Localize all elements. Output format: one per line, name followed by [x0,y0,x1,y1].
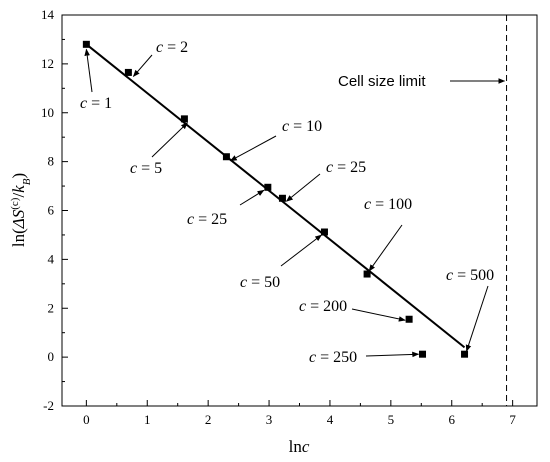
fit-line [85,43,466,349]
point-annotation-arrow [84,48,93,93]
point-annotation-arrow [465,285,489,352]
point-annotation-label: c = 1 [80,95,112,112]
point-annotation-label: c = 200 [299,298,347,315]
y-tick-label: 6 [48,203,55,218]
point-annotation-arrow [368,224,403,272]
x-tick-label: 4 [327,412,334,427]
x-axis: 0 1 2 3 4 5 6 7 [83,400,516,427]
data-point [222,153,230,161]
y-tick-label: -2 [43,398,54,413]
point-annotation-label: c = 2 [156,39,188,56]
y-tick-label: 12 [41,56,54,71]
y-axis: -2 0 2 4 6 8 10 12 14 [41,7,68,413]
y-tick-label: 2 [48,300,55,315]
y-tick-label: 10 [41,105,54,120]
point-annotation-arrow [280,234,323,267]
point-annotation-arrow [229,135,277,162]
y-axis-title: ln(ΔS(c)/kB) [9,173,33,247]
point-annotation-label: c = 25 [326,159,366,176]
x-tick-label: 3 [266,412,273,427]
x-tick-label: 5 [388,412,395,427]
x-tick-label: 2 [205,412,212,427]
y-tick-label: 8 [48,154,55,169]
cell-size-limit-label: Cell size limit [338,73,426,90]
x-tick-label: 0 [83,412,90,427]
y-tick-label: 14 [41,7,55,22]
plot-frame [61,14,538,407]
point-annotation-arrow [285,173,321,202]
data-point [363,270,371,278]
point-annotation-label: c = 5 [130,160,162,177]
x-axis-title: lnc [289,437,310,456]
data-point [180,115,188,123]
y-tick-label: 0 [48,349,55,364]
data-point [405,315,413,323]
data-points [82,40,469,358]
x-tick-label: 6 [448,412,455,427]
point-annotation-label: c = 250 [309,349,357,366]
point-annotation-label: c = 10 [282,118,322,135]
point-annotation-arrow [365,351,420,358]
point-annotation-arrow [239,189,265,206]
data-point [419,350,427,358]
point-annotation-label: c = 50 [240,274,280,291]
data-point [82,40,90,48]
point-annotation-label: c = 25 [187,211,227,228]
point-annotation-label: c = 100 [364,196,412,213]
data-point [461,350,469,358]
point-annotation-arrow [351,308,406,322]
point-annotation-arrow [151,122,188,158]
data-point [320,228,328,236]
point-annotation-label: c = 500 [446,267,494,284]
y-tick-label: 4 [48,251,55,266]
data-point [278,194,286,202]
x-tick-label: 1 [144,412,151,427]
x-tick-label: 7 [509,412,516,427]
data-point [264,183,272,191]
point-annotation-arrow [132,54,153,77]
point-annotations: c = 1 c = 2 c = 5 c = 10 c = 25 c = 25 c = 50 c… [80,39,494,366]
data-point [124,68,132,76]
